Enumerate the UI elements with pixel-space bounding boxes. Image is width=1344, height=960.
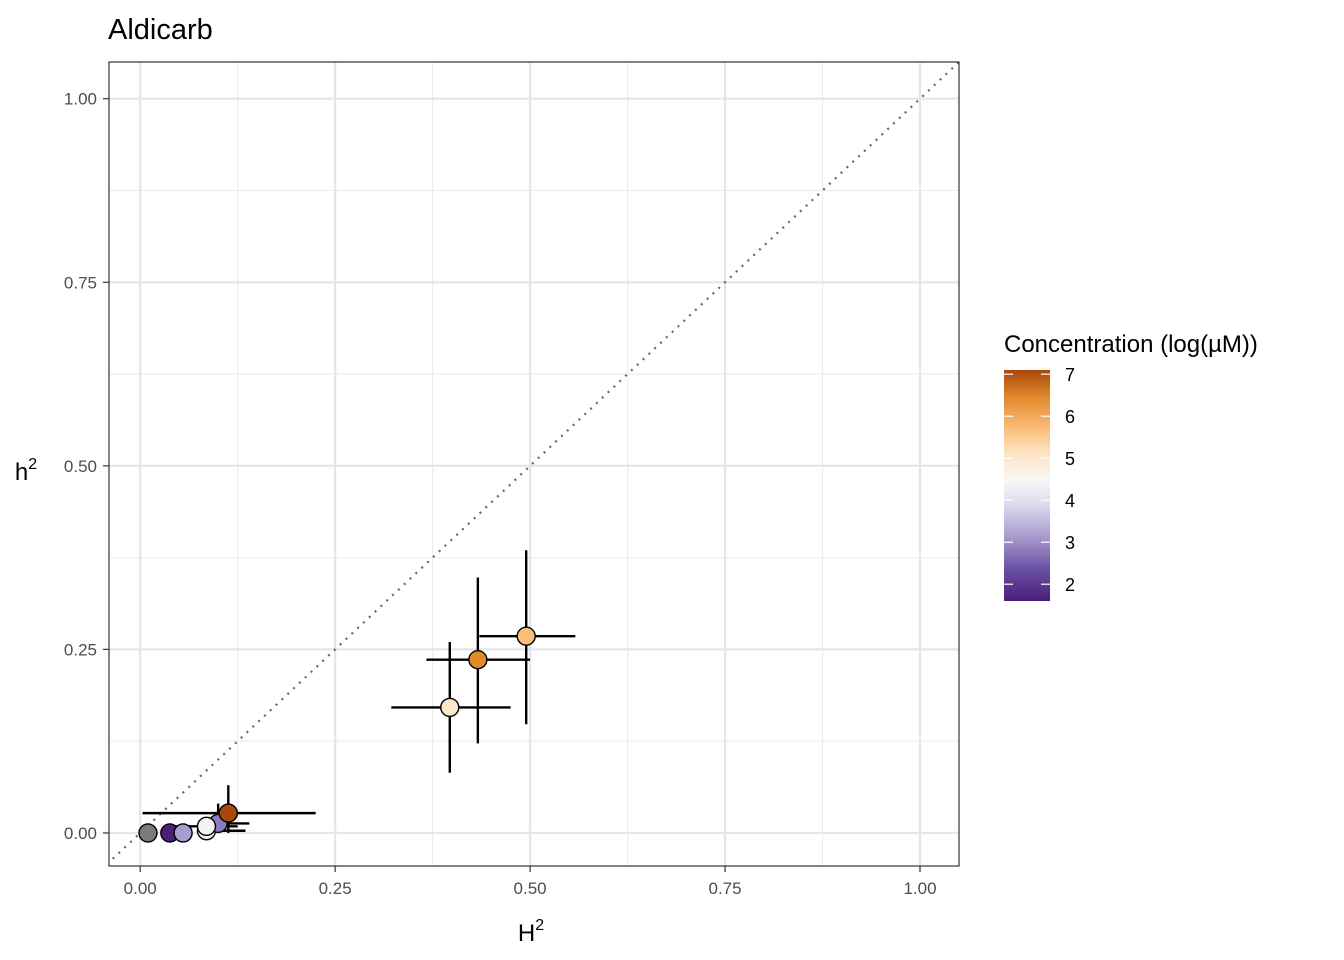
y-tick-label: 0.25 xyxy=(64,640,97,659)
x-tick-label: 0.75 xyxy=(709,879,742,898)
colorbar-ticks: 2 3 4 5 6 7 xyxy=(1004,365,1075,595)
major-gridlines xyxy=(109,62,959,866)
y-tick-label: 1.00 xyxy=(64,90,97,109)
y-axis: 0.00 0.25 0.50 0.75 1.00 xyxy=(64,90,109,843)
data-point xyxy=(196,816,217,837)
colorbar-tick-label: 7 xyxy=(1065,365,1075,385)
data-point xyxy=(516,626,536,646)
data-point xyxy=(173,823,193,843)
x-tick-label: 0.25 xyxy=(319,879,352,898)
x-tick-label: 1.00 xyxy=(903,879,936,898)
x-tick-label: 0.00 xyxy=(124,879,157,898)
plot-panel xyxy=(109,62,959,866)
x-tick-label: 0.50 xyxy=(514,879,547,898)
data-point xyxy=(440,697,460,718)
plot-panel-border xyxy=(108,61,960,867)
data-point xyxy=(138,823,158,843)
y-axis-title-letter: h xyxy=(15,459,28,486)
y-axis-title: h2 xyxy=(15,456,37,486)
colorbar-tick-label: 2 xyxy=(1065,575,1075,595)
colorbar-tick-label: 4 xyxy=(1065,491,1075,511)
legend: Concentration (log(µM)) 2 3 4 5 6 7 xyxy=(1004,331,1258,601)
y-tick-label: 0.75 xyxy=(64,273,97,292)
data-point xyxy=(468,649,488,670)
data-point xyxy=(218,803,239,823)
y-tick-label: 0.50 xyxy=(64,457,97,476)
colorbar xyxy=(1004,370,1050,601)
x-axis-title-superscript: 2 xyxy=(535,917,544,934)
y-axis-title-superscript: 2 xyxy=(28,456,37,473)
plot-title: Aldicarb xyxy=(108,14,213,46)
data-points xyxy=(138,626,536,843)
minor-gridlines xyxy=(109,62,959,866)
colorbar-tick-label: 3 xyxy=(1065,533,1075,553)
x-axis-title: H2 xyxy=(518,917,544,947)
legend-title: Concentration (log(µM)) xyxy=(1004,331,1258,358)
colorbar-tick-label: 5 xyxy=(1065,449,1075,469)
colorbar-tick-label: 6 xyxy=(1065,407,1075,427)
x-axis: 0.00 0.25 0.50 0.75 1.00 xyxy=(124,866,937,898)
x-axis-title-letter: H xyxy=(518,920,535,947)
y-tick-label: 0.00 xyxy=(64,824,97,843)
